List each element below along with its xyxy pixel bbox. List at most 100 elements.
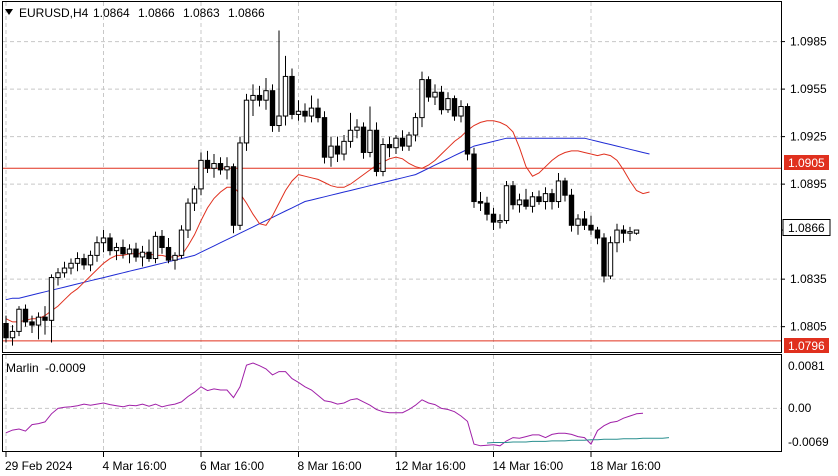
candle-body <box>35 316 42 326</box>
candle-body <box>594 229 601 239</box>
candle-body <box>458 106 464 117</box>
ma-fast-line <box>5 120 650 323</box>
candle-body <box>224 166 230 171</box>
candle-body <box>198 159 204 190</box>
candle-body <box>380 144 386 172</box>
candle-body <box>510 185 516 206</box>
candle-body <box>328 145 334 158</box>
indicator-tick-zero: 0.00 <box>788 401 812 415</box>
candle-body <box>386 144 393 149</box>
candle-body <box>581 218 588 226</box>
candle-body <box>16 308 22 332</box>
candle-body <box>529 196 536 207</box>
candle-body <box>61 267 68 274</box>
candle-body <box>620 229 627 234</box>
candle-body <box>276 115 282 127</box>
candle-body <box>48 277 55 321</box>
candle-body <box>87 254 94 266</box>
candle-body <box>334 145 341 155</box>
candle-body <box>237 142 243 226</box>
candle-body <box>165 246 172 261</box>
level-1905-label: 1.0905 <box>788 156 825 170</box>
candle-body <box>536 196 542 203</box>
level-1905-box <box>784 155 829 170</box>
indicator-tick-top: 0.0081 <box>788 359 825 373</box>
header-close: 1.0866 <box>228 6 265 20</box>
candle-body <box>9 330 16 339</box>
candle-body <box>100 237 107 244</box>
candle-body <box>562 180 568 196</box>
candle-body <box>601 237 607 277</box>
candle-body <box>107 237 113 252</box>
candle-body <box>503 185 510 222</box>
candle-body <box>341 140 347 155</box>
candle-body <box>347 129 354 142</box>
current-price-box <box>782 219 831 236</box>
candle-body <box>295 110 302 115</box>
indicator-lines <box>3 362 781 447</box>
ma-slow-line <box>5 137 650 301</box>
candle-body <box>451 98 458 117</box>
candle-body <box>315 107 321 119</box>
price-tick-label: 1.0805 <box>790 320 827 334</box>
price-tick-label: 1.0955 <box>790 82 827 96</box>
candle-body <box>523 199 529 207</box>
candle-body <box>133 248 139 258</box>
header-open: 1.0864 <box>93 6 130 20</box>
marlin-line <box>5 362 644 447</box>
candle-body <box>256 94 263 101</box>
candle-body <box>555 180 562 203</box>
candle-body <box>471 153 477 203</box>
candle-body <box>243 99 250 144</box>
marlin-signal-line <box>486 437 670 444</box>
candle-body <box>74 258 81 264</box>
candle-body <box>568 194 575 226</box>
candle-body <box>373 129 380 172</box>
time-tick-label: 12 Mar 16:00 <box>395 459 466 473</box>
candle-body <box>484 202 490 215</box>
collapse-triangle-icon[interactable] <box>5 9 13 15</box>
candle-body <box>94 242 100 256</box>
time-tick-label: 29 Feb 2024 <box>5 459 73 473</box>
candle-body <box>113 246 120 252</box>
candle-body <box>575 218 581 226</box>
price-axis: 1.0985 1.0955 1.0925 1.0895 1.0835 1.0805 <box>781 35 827 334</box>
candle-body <box>211 163 217 169</box>
candle-body <box>607 242 614 277</box>
level-0796-label: 1.0796 <box>788 339 825 353</box>
candle-body <box>477 201 484 204</box>
header-high: 1.0866 <box>138 6 175 20</box>
candle-body <box>393 137 399 149</box>
candle-body <box>419 79 425 119</box>
candle-body <box>204 159 211 169</box>
main-chart-frame <box>2 1 782 353</box>
candle-body <box>159 235 165 248</box>
candle-body <box>81 258 87 266</box>
candle-body <box>282 75 289 117</box>
candle-body <box>68 262 74 269</box>
candle-body <box>178 229 185 256</box>
candle-body <box>230 166 237 226</box>
time-axis: 29 Feb 2024 4 Mar 16:00 6 Mar 16:00 8 Mar 1… <box>5 452 661 473</box>
candle-body <box>250 94 256 101</box>
level-lines <box>3 167 781 342</box>
candle-body <box>191 188 198 204</box>
candle-body <box>55 272 61 279</box>
candle-body <box>542 193 549 203</box>
indicator-frame <box>2 354 782 452</box>
candle-body <box>497 220 503 223</box>
candle-body <box>22 308 29 323</box>
time-tick-label: 4 Mar 16:00 <box>103 459 167 473</box>
candle-body <box>432 91 438 98</box>
header-low: 1.0863 <box>183 6 220 20</box>
candle-body <box>438 91 445 111</box>
candle-body <box>549 193 555 203</box>
candle-body <box>360 126 367 153</box>
candle-body <box>516 199 523 206</box>
candle-body <box>42 316 48 321</box>
candle-body <box>406 134 412 147</box>
candle-body <box>120 246 126 255</box>
candle-body <box>445 98 451 111</box>
